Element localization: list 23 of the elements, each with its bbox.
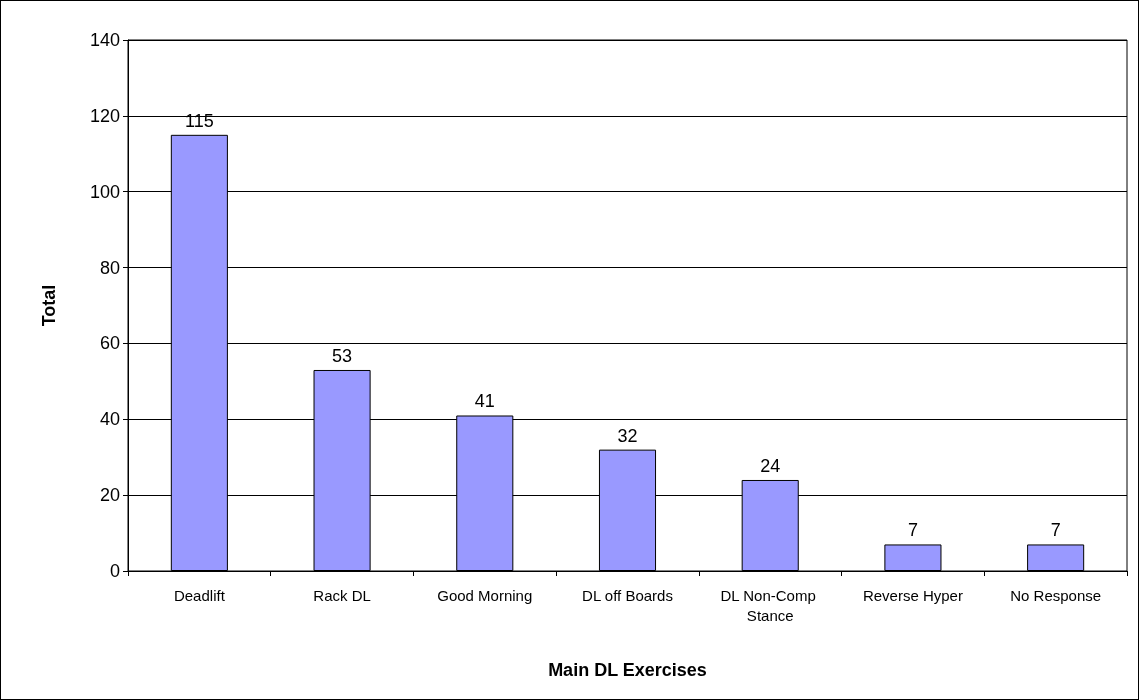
x-tick-label: Good Morning <box>437 586 533 604</box>
y-tick-label: 80 <box>99 257 120 278</box>
data-label: 41 <box>474 391 495 412</box>
x-tick-label: Reverse Hyper <box>862 586 963 604</box>
y-tick-label: 40 <box>99 409 120 430</box>
y-tick-label: 60 <box>99 333 120 354</box>
x-tick-label: DL off Boards <box>582 586 673 604</box>
y-tick-label: 120 <box>89 105 120 126</box>
data-label: 7 <box>1050 520 1061 541</box>
y-tick-label: 140 <box>89 30 120 50</box>
data-label: 32 <box>617 425 638 446</box>
data-label: 7 <box>907 520 918 541</box>
data-label: 24 <box>760 455 781 476</box>
x-axis-title: Main DL Exercises <box>548 660 707 680</box>
y-tick-label: 100 <box>89 181 120 202</box>
x-tick-label: DL Non-Comp Stance <box>720 586 820 624</box>
x-tick-label: Deadlift <box>173 586 226 604</box>
y-axis-title: Total <box>39 284 59 327</box>
x-tick-label: No Response <box>1010 586 1102 604</box>
y-tick-label: 0 <box>109 561 120 581</box>
x-tick-label: Rack DL <box>313 586 371 604</box>
data-label: 53 <box>332 345 353 366</box>
y-tick-label: 20 <box>99 485 120 506</box>
